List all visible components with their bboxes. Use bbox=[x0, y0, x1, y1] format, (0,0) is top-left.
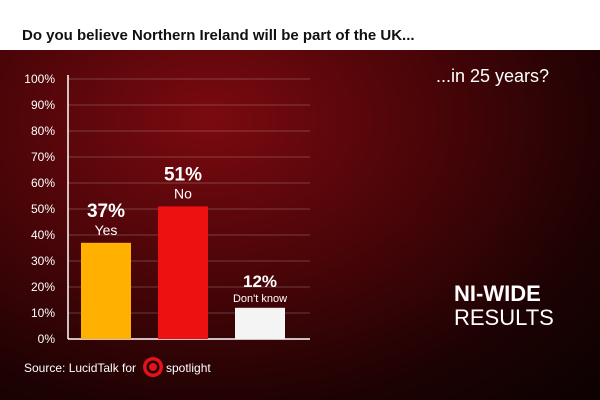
y-tick-label: 30% bbox=[31, 254, 55, 268]
bar-1 bbox=[158, 206, 208, 339]
spotlight-logo-text: spotlight bbox=[166, 361, 211, 375]
y-tick-label: 40% bbox=[31, 228, 55, 242]
y-tick-label: 90% bbox=[31, 98, 55, 112]
bar-2 bbox=[235, 307, 285, 339]
data-label: 51% bbox=[164, 164, 202, 185]
poll-question: Do you believe Northern Ireland will be … bbox=[22, 27, 415, 44]
results-label-line2: RESULTS bbox=[454, 305, 554, 330]
y-tick-label: 20% bbox=[31, 280, 55, 294]
category-label: Don't know bbox=[233, 293, 287, 305]
category-label: Yes bbox=[95, 222, 118, 238]
question-banner: Do you believe Northern Ireland will be … bbox=[0, 0, 600, 50]
bar-0 bbox=[81, 242, 131, 339]
y-tick-label: 80% bbox=[31, 124, 55, 138]
category-label: No bbox=[174, 185, 192, 201]
poll-subquestion: ...in 25 years? bbox=[436, 66, 550, 86]
y-tick-label: 10% bbox=[31, 306, 55, 320]
y-tick-label: 70% bbox=[31, 150, 55, 164]
spotlight-logo-icon bbox=[143, 357, 163, 377]
y-tick-label: 100% bbox=[24, 72, 55, 86]
source-text: Source: LucidTalk for bbox=[24, 361, 137, 375]
results-label: NI-WIDE RESULTS bbox=[454, 282, 564, 330]
data-label: 12% bbox=[243, 272, 277, 291]
data-label: 37% bbox=[87, 201, 125, 222]
y-tick-label: 60% bbox=[31, 176, 55, 190]
results-label-line1: NI-WIDE bbox=[454, 281, 541, 306]
y-tick-label: 50% bbox=[31, 202, 55, 216]
y-tick-label: 0% bbox=[38, 332, 56, 346]
